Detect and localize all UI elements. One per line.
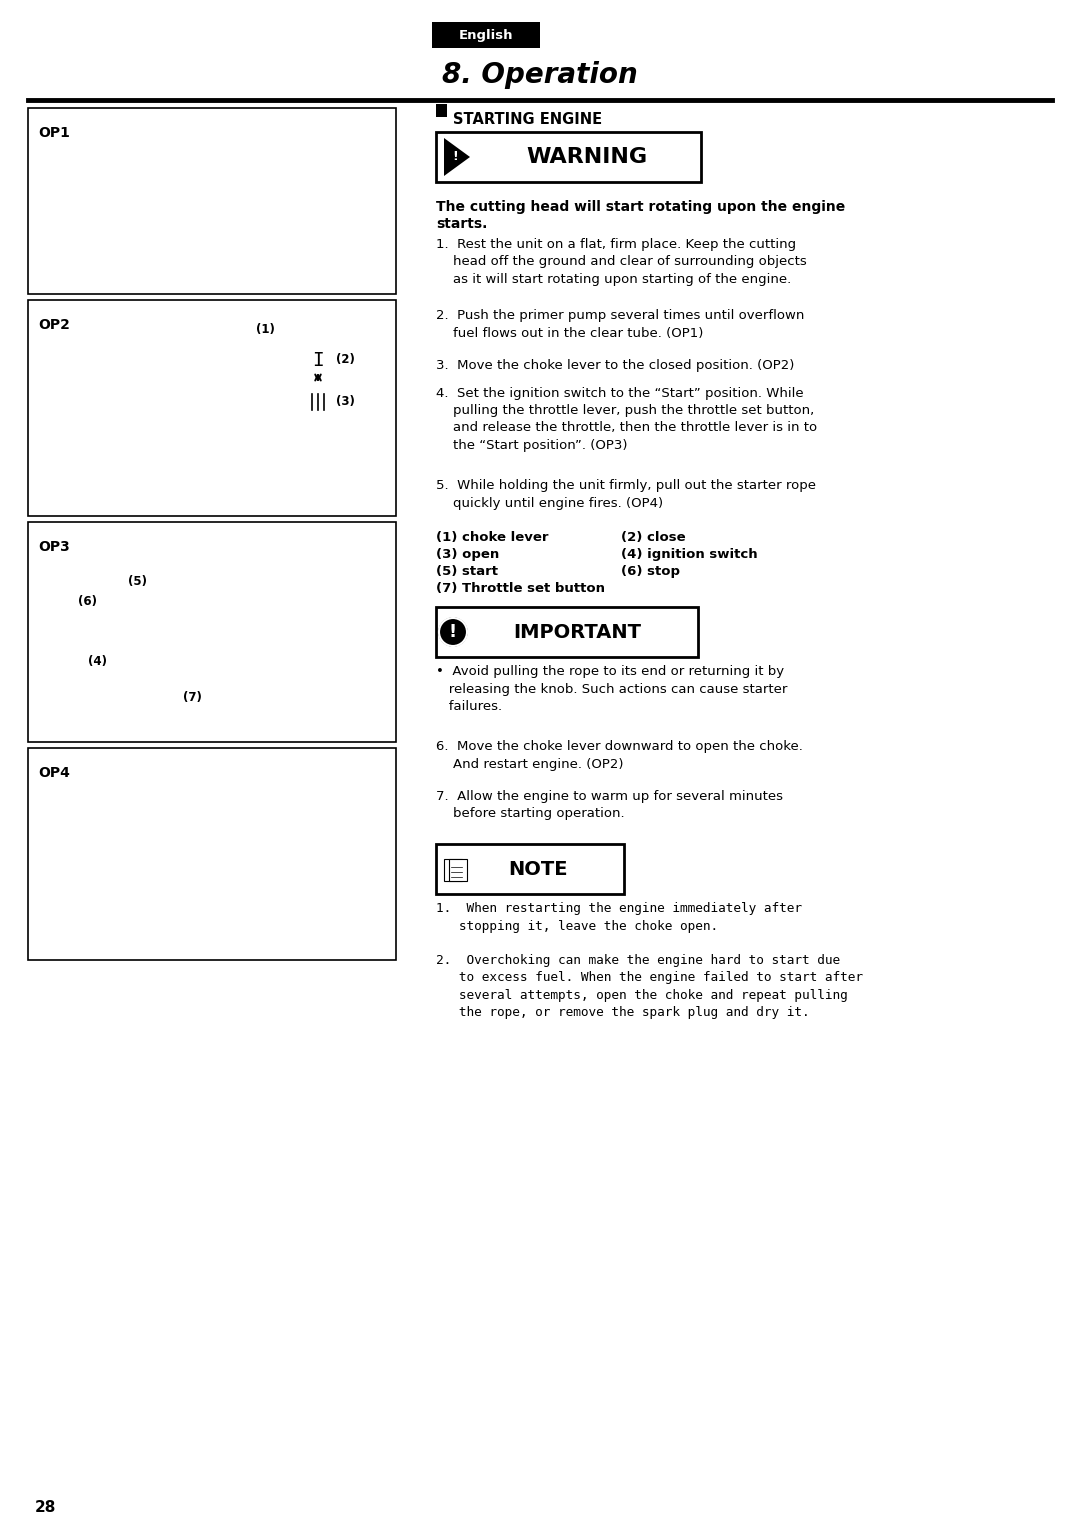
Text: 28: 28 (35, 1500, 56, 1515)
Text: (5) start: (5) start (436, 565, 498, 578)
Text: (4): (4) (87, 656, 107, 668)
Text: OP2: OP2 (38, 317, 70, 333)
Bar (28, 522, 396, 742)
Text: •  Avoid pulling the rope to its end or returning it by
   releasing the knob. S: • Avoid pulling the rope to its end or r… (436, 665, 787, 713)
Text: (1): (1) (256, 324, 275, 337)
Text: (3): (3) (336, 395, 355, 409)
Text: (3) open: (3) open (436, 548, 499, 562)
Text: (7) Throttle set button: (7) Throttle set button (436, 581, 605, 595)
Bar (436, 607, 698, 658)
Text: IMPORTANT: IMPORTANT (513, 623, 642, 641)
Text: 2.  Push the primer pump several times until overflown
    fuel flows out in the: 2. Push the primer pump several times un… (436, 310, 805, 340)
Bar (436, 133, 701, 182)
Text: (6) stop: (6) stop (621, 565, 680, 578)
Bar (28, 748, 396, 960)
Text: 1.  When restarting the engine immediately after
   stopping it, leave the choke: 1. When restarting the engine immediatel… (436, 902, 802, 932)
Bar (449, 859, 467, 881)
Bar (444, 859, 462, 881)
Text: (2) close: (2) close (621, 531, 686, 543)
Text: Ӏ: Ӏ (312, 351, 324, 369)
Text: 3.  Move the choke lever to the closed position. (OP2): 3. Move the choke lever to the closed po… (436, 359, 795, 372)
Text: 6.  Move the choke lever downward to open the choke.
    And restart engine. (OP: 6. Move the choke lever downward to open… (436, 740, 802, 771)
Text: NOTE: NOTE (509, 859, 568, 879)
Text: (6): (6) (78, 595, 97, 609)
Bar (28, 301, 396, 516)
Text: STARTING ENGINE: STARTING ENGINE (453, 111, 603, 127)
Bar (436, 844, 624, 894)
Text: starts.: starts. (436, 217, 487, 230)
Polygon shape (444, 137, 470, 175)
Text: (1) choke lever: (1) choke lever (436, 531, 549, 543)
Text: WARNING: WARNING (526, 146, 647, 166)
Text: OP1: OP1 (38, 127, 70, 140)
Bar (28, 108, 396, 295)
Text: 4.  Set the ignition switch to the “Start” position. While
    pulling the throt: 4. Set the ignition switch to the “Start… (436, 386, 818, 452)
Text: The cutting head will start rotating upon the engine: The cutting head will start rotating upo… (436, 200, 846, 214)
Text: 8. Operation: 8. Operation (442, 61, 638, 89)
Text: (5): (5) (129, 575, 147, 589)
Bar (432, 21, 540, 47)
Text: !: ! (453, 151, 458, 163)
Text: 1.  Rest the unit on a flat, firm place. Keep the cutting
    head off the groun: 1. Rest the unit on a flat, firm place. … (436, 238, 807, 285)
Text: (4) ignition switch: (4) ignition switch (621, 548, 758, 562)
Text: OP4: OP4 (38, 766, 70, 780)
Text: OP3: OP3 (38, 540, 70, 554)
Bar (436, 104, 447, 118)
Text: (7): (7) (183, 690, 202, 703)
Circle shape (438, 618, 467, 645)
Text: !: ! (449, 623, 457, 641)
Text: 2.  Overchoking can make the engine hard to start due
   to excess fuel. When th: 2. Overchoking can make the engine hard … (436, 954, 863, 1019)
Text: 7.  Allow the engine to warm up for several minutes
    before starting operatio: 7. Allow the engine to warm up for sever… (436, 790, 783, 821)
Text: (2): (2) (336, 354, 355, 366)
Text: English: English (459, 29, 513, 41)
Text: 5.  While holding the unit firmly, pull out the starter rope
    quickly until e: 5. While holding the unit firmly, pull o… (436, 479, 816, 510)
